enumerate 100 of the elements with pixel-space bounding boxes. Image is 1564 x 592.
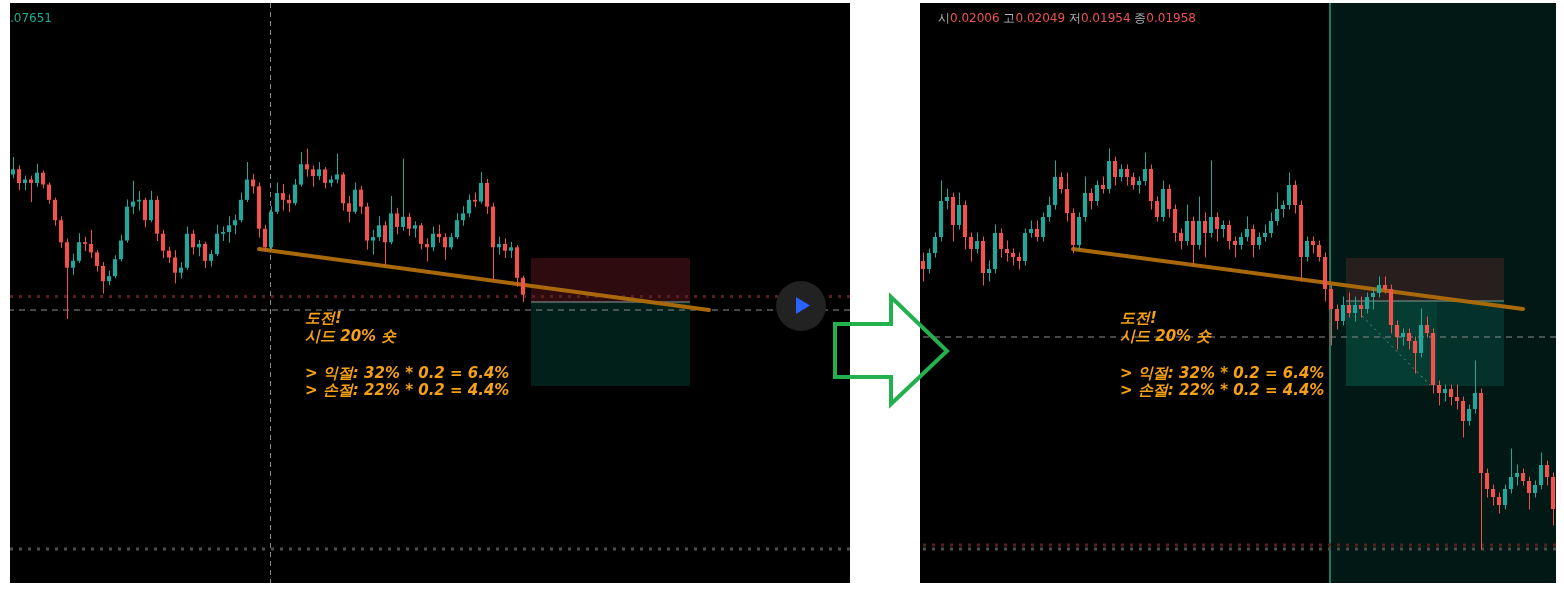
- candlestick: [1538, 452, 1544, 490]
- candlestick: [1466, 404, 1472, 426]
- candlestick: [1448, 384, 1454, 406]
- candlestick: [1226, 220, 1232, 250]
- candlestick: [1286, 172, 1292, 210]
- candlestick: [968, 232, 974, 262]
- annotation: > 손절: 22% * 0.2 = 4.4%: [1120, 381, 1325, 399]
- candlestick: [214, 224, 220, 257]
- text: 시드 20% 숏: [305, 327, 397, 345]
- candlestick: [400, 158, 406, 231]
- candlestick: [454, 212, 460, 240]
- candlestick: [304, 148, 310, 177]
- candlestick: [1142, 152, 1148, 186]
- candlestick: [1094, 180, 1100, 206]
- candlestick: [1088, 188, 1094, 210]
- annotation: 도전!: [1120, 309, 1157, 327]
- candlestick: [1214, 212, 1220, 242]
- candlestick: [1328, 284, 1334, 346]
- candlestick: [460, 206, 466, 226]
- candlestick: [112, 255, 118, 279]
- candlestick: [1064, 172, 1070, 222]
- candlestick: [1172, 204, 1178, 242]
- candlestick: [130, 180, 136, 214]
- candlestick: [76, 233, 82, 264]
- candlestick: [1154, 196, 1160, 222]
- candlestick: [1046, 196, 1052, 222]
- candlestick: [1514, 464, 1520, 486]
- candlestick: [58, 216, 64, 248]
- text: > 익절: 32% * 0.2 = 6.4%: [305, 364, 510, 382]
- candlestick: [1364, 292, 1370, 314]
- candlestick: [52, 197, 58, 226]
- candlestick: [82, 236, 88, 252]
- candlestick: [1490, 484, 1496, 506]
- candlestick: [932, 232, 938, 258]
- candlestick: [1424, 316, 1430, 338]
- candlestick: [406, 212, 412, 236]
- candlestick: [1058, 172, 1064, 194]
- candlestick: [358, 185, 364, 214]
- candlestick: [220, 226, 226, 242]
- candlestick: [70, 253, 76, 275]
- candlestick: [1496, 492, 1502, 514]
- candlestick: [1472, 360, 1478, 414]
- candlestick: [430, 226, 436, 252]
- candlestick: [1034, 220, 1040, 242]
- text: 시0.02006 고0.02049 저0.01954 종0.01958: [938, 11, 1196, 25]
- candlestick: [1244, 216, 1250, 242]
- candlestick: [1352, 296, 1358, 322]
- candlestick: [1082, 176, 1088, 222]
- candlestick: [292, 179, 298, 206]
- candlestick: [346, 195, 352, 223]
- candlestick: [238, 192, 244, 223]
- candlestick: [1376, 276, 1382, 298]
- candlestick: [1316, 240, 1322, 262]
- text: .07651: [10, 11, 52, 25]
- candlestick: [484, 179, 490, 214]
- candlestick: [298, 151, 304, 187]
- candlestick: [382, 221, 388, 265]
- candlestick: [280, 184, 286, 211]
- candlestick: [1208, 160, 1214, 238]
- candlestick: [142, 197, 148, 228]
- candlestick: [160, 229, 166, 258]
- candlestick: [1274, 192, 1280, 226]
- candlestick: [376, 216, 382, 242]
- candlestick: [1544, 460, 1550, 486]
- candlestick: [944, 188, 950, 210]
- candlestick: [1166, 184, 1172, 218]
- candlestick: [1526, 476, 1532, 510]
- candlestick: [394, 207, 400, 235]
- candlestick: [1292, 180, 1298, 214]
- candlestick: [1196, 196, 1202, 250]
- candlestick: [1112, 156, 1118, 186]
- candlestick: [1190, 216, 1196, 266]
- candlestick: [1340, 296, 1346, 326]
- candlestick: [1484, 468, 1490, 498]
- candlestick: [1358, 296, 1364, 318]
- candlestick: [118, 234, 124, 262]
- candlestick: [472, 192, 478, 208]
- candlestick: [1202, 212, 1208, 258]
- candlestick: [1178, 228, 1184, 250]
- candlestick: [1436, 380, 1442, 406]
- candlestick: [1406, 328, 1412, 350]
- candlestick: [1412, 336, 1418, 374]
- candlestick: [352, 182, 358, 214]
- annotation: > 익절: 32% * 0.2 = 6.4%: [1120, 364, 1325, 382]
- candlestick: [274, 182, 280, 214]
- candlestick: [172, 250, 178, 284]
- candlestick: [136, 190, 142, 211]
- candlestick: [16, 165, 22, 191]
- candlestick: [1268, 212, 1274, 238]
- candlestick: [418, 223, 424, 250]
- candlestick: [998, 228, 1004, 258]
- candlestick: [1370, 288, 1376, 310]
- candlestick: [502, 238, 508, 258]
- candlestick: [1460, 396, 1466, 438]
- candlestick: [244, 162, 250, 203]
- candlestick: [986, 260, 992, 282]
- candlestick: [1508, 448, 1514, 494]
- candlestick: [334, 153, 340, 184]
- candlestick: [322, 167, 328, 189]
- candlestick: [202, 241, 208, 269]
